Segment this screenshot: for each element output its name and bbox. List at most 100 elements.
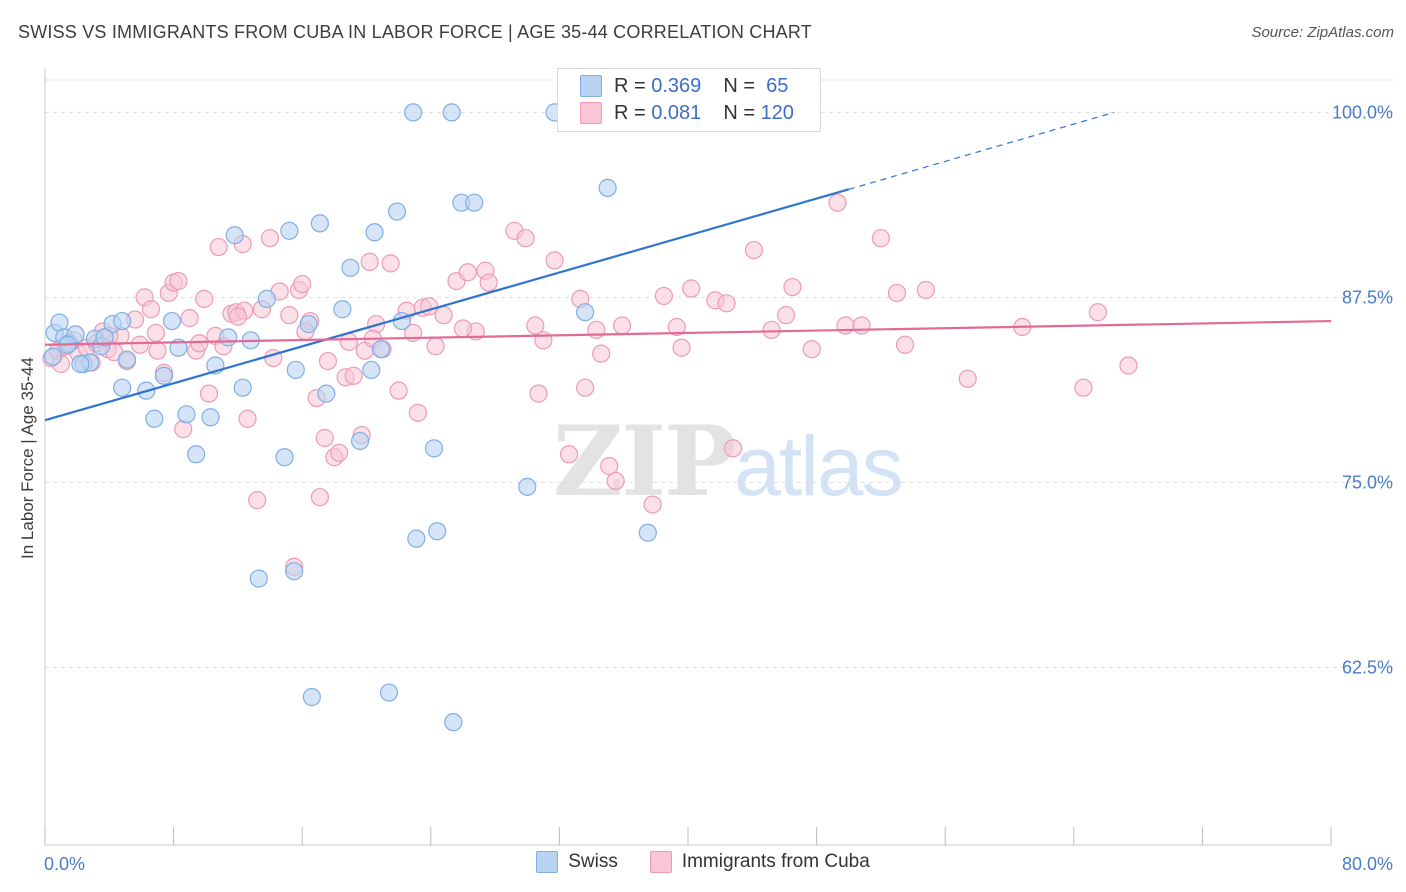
swiss-point bbox=[638, 523, 657, 542]
cuba-point bbox=[389, 381, 408, 400]
cuba-point bbox=[148, 341, 167, 360]
cuba-point bbox=[260, 229, 280, 248]
swiss-point bbox=[317, 384, 336, 403]
cuba-trend-line bbox=[44, 319, 1332, 346]
watermark-atlas: atlas bbox=[734, 419, 903, 513]
cuba-point bbox=[434, 306, 453, 325]
y-tick-label: 87.5% bbox=[1342, 287, 1393, 307]
cuba-point bbox=[199, 384, 219, 403]
cuba-point bbox=[672, 338, 691, 357]
swiss-point bbox=[379, 683, 399, 702]
cuba-point bbox=[209, 237, 228, 257]
swiss-point bbox=[177, 405, 196, 424]
swiss-point bbox=[407, 529, 426, 548]
cuba-point bbox=[802, 340, 821, 359]
series-legend: Swiss Immigrants from Cuba bbox=[0, 851, 1406, 873]
cuba-point bbox=[248, 491, 267, 510]
swiss-point bbox=[95, 328, 114, 347]
axes bbox=[44, 68, 1332, 846]
legend-row-cuba: R = 0.081 N = 120 bbox=[580, 100, 794, 126]
legend-item-cuba: Immigrants from Cuba bbox=[649, 851, 870, 873]
cuba-point bbox=[783, 277, 802, 297]
cuba-point bbox=[318, 351, 338, 371]
cuba-point bbox=[526, 316, 545, 335]
swiss-point bbox=[286, 360, 305, 380]
cuba-point bbox=[330, 443, 349, 462]
cuba-legend-swatch bbox=[649, 851, 672, 873]
cuba-point bbox=[310, 488, 329, 507]
cuba-point bbox=[195, 289, 214, 308]
cuba-point bbox=[458, 263, 477, 282]
x-tick-label: 0.0% bbox=[44, 854, 85, 874]
swiss-r-label: R = bbox=[614, 74, 646, 97]
cuba-point bbox=[516, 229, 535, 248]
legend-item-swiss: Swiss bbox=[536, 851, 618, 873]
swiss-trend-extension bbox=[848, 111, 1115, 190]
cuba-point bbox=[606, 471, 625, 491]
swiss-point bbox=[233, 378, 252, 397]
tick-labels: 100.0% 87.5% 75.0% 62.5% 0.0% 80.0% bbox=[44, 102, 1393, 874]
swiss-point bbox=[145, 409, 164, 428]
cuba-legend-label: Immigrants from Cuba bbox=[681, 851, 870, 872]
cuba-points bbox=[42, 193, 1138, 576]
cuba-point bbox=[654, 286, 673, 306]
y-tick-label: 100.0% bbox=[1332, 102, 1393, 122]
swiss-point bbox=[302, 687, 321, 707]
swiss-n-label: N = bbox=[723, 74, 755, 97]
chart-title: SWISS VS IMMIGRANTS FROM CUBA IN LABOR F… bbox=[18, 22, 812, 42]
swiss-point bbox=[310, 214, 329, 233]
cuba-point bbox=[612, 316, 632, 335]
cuba-point bbox=[643, 495, 662, 514]
cuba-point bbox=[1119, 356, 1138, 375]
y-tick-label: 62.5% bbox=[1342, 657, 1393, 677]
swiss-point bbox=[257, 289, 276, 308]
swiss-point bbox=[275, 448, 294, 467]
cuba-point bbox=[344, 366, 363, 385]
swiss-point bbox=[465, 193, 484, 212]
cuba-point bbox=[762, 320, 781, 340]
y-tick-label: 75.0% bbox=[1342, 472, 1393, 492]
swiss-point bbox=[424, 439, 444, 458]
swiss-point bbox=[371, 340, 391, 359]
swiss-points bbox=[43, 103, 810, 732]
cuba-point bbox=[146, 323, 166, 343]
swiss-point bbox=[154, 366, 174, 385]
swiss-point bbox=[444, 713, 463, 732]
cuba-point bbox=[529, 384, 548, 403]
cuba-r-label: R = bbox=[614, 101, 646, 124]
swiss-point bbox=[71, 354, 90, 374]
swiss-r-value: 0.369 bbox=[651, 74, 702, 97]
cuba-point bbox=[587, 320, 606, 340]
cuba-point bbox=[1074, 378, 1093, 397]
cuba-point bbox=[238, 409, 257, 428]
legend-row-swiss: R = 0.369 N = 65 bbox=[580, 73, 788, 99]
cuba-point bbox=[576, 378, 595, 397]
cuba-point bbox=[280, 306, 299, 325]
swiss-point bbox=[117, 350, 137, 369]
cuba-point bbox=[141, 300, 161, 319]
swiss-point bbox=[249, 569, 268, 588]
swiss-point bbox=[350, 431, 370, 451]
swiss-point bbox=[43, 347, 63, 366]
cuba-point bbox=[887, 283, 907, 303]
x-tick-label: 80.0% bbox=[1342, 854, 1393, 874]
swiss-point bbox=[113, 378, 132, 397]
swiss-point bbox=[341, 258, 360, 277]
swiss-point bbox=[201, 408, 220, 427]
swiss-point bbox=[219, 328, 238, 347]
cuba-point bbox=[871, 229, 891, 248]
cuba-point bbox=[453, 319, 473, 338]
cuba-point bbox=[228, 307, 247, 326]
swiss-point bbox=[225, 226, 244, 245]
swiss-point bbox=[280, 221, 299, 240]
swiss-point bbox=[362, 360, 381, 380]
cuba-point bbox=[916, 280, 936, 300]
swiss-n-value: 65 bbox=[766, 74, 789, 97]
swiss-point bbox=[299, 314, 318, 334]
cuba-point bbox=[744, 240, 764, 260]
cuba-point bbox=[381, 254, 400, 273]
cuba-point bbox=[717, 294, 736, 313]
cuba-point bbox=[852, 316, 871, 335]
correlation-legend: R = 0.369 N = 65 R = 0.081 N = 120 bbox=[557, 68, 821, 132]
cuba-point bbox=[180, 309, 199, 328]
